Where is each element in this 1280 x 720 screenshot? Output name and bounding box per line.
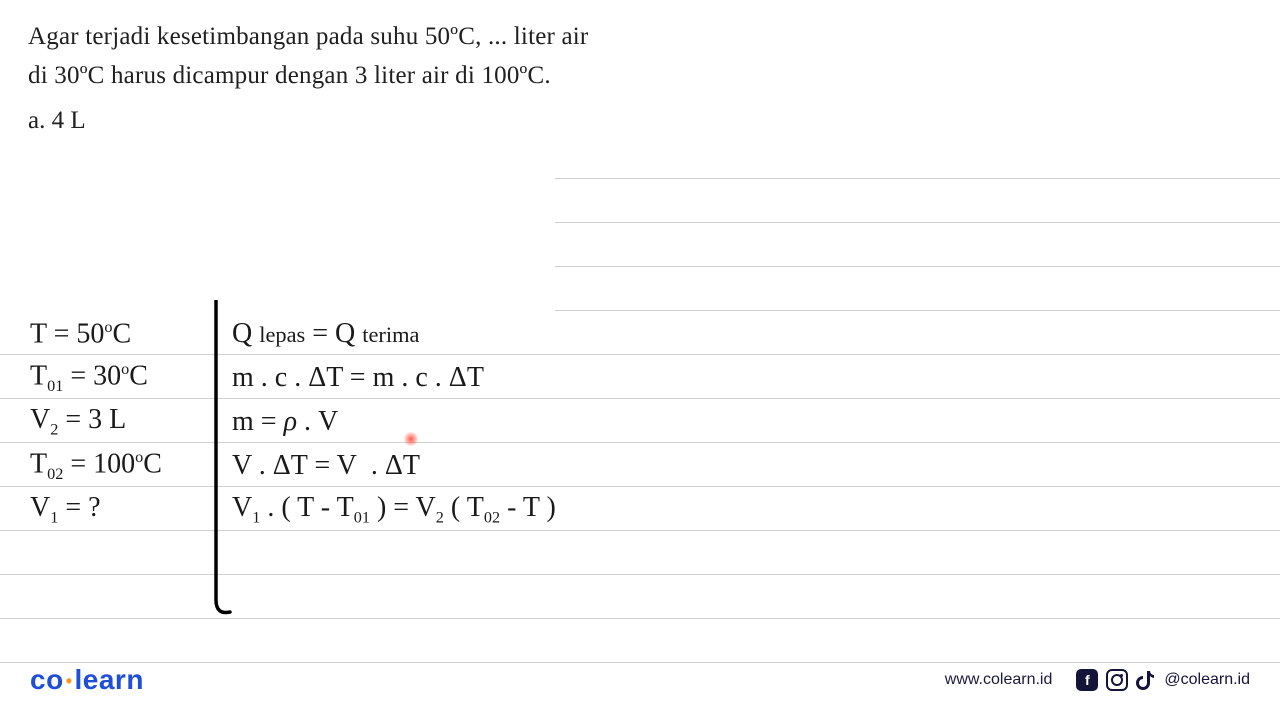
cursor-dot bbox=[404, 432, 418, 446]
ruled-mask bbox=[0, 135, 555, 313]
handwriting-area: T = 50oC Q lepas = Q terima T01 = 30oC m… bbox=[28, 312, 1228, 642]
footer-right: www.colearn.id f @colearn.id bbox=[945, 669, 1250, 691]
footer-bar: co•learn www.colearn.id f @colearn.id bbox=[0, 660, 1280, 700]
hw-row-5: V1 = ? V1 . ( T - T01 ) = V2 ( T02 - T ) bbox=[28, 488, 1228, 532]
hw-row-3: V2 = 3 L m = ρ . V bbox=[28, 400, 1228, 444]
social-handle: @colearn.id bbox=[1164, 671, 1250, 689]
hw-given-T: T = 50oC bbox=[28, 318, 210, 350]
brand-logo: co•learn bbox=[30, 664, 144, 696]
hw-eq-qlepas: Q lepas = Q terima bbox=[210, 318, 419, 350]
hw-row-1: T = 50oC Q lepas = Q terima bbox=[28, 312, 1228, 356]
hw-eq-mass: m = ρ . V bbox=[210, 406, 338, 438]
footer-url: www.colearn.id bbox=[945, 671, 1053, 689]
hw-eq-vdt: V . ΔT = V . ΔT bbox=[210, 450, 420, 482]
logo-co: co bbox=[30, 664, 64, 695]
hw-row-2: T01 = 30oC m . c . ΔT = m . c . ΔT bbox=[28, 356, 1228, 400]
hw-given-T02: T02 = 100oC bbox=[28, 448, 210, 484]
social-group: f @colearn.id bbox=[1076, 669, 1250, 691]
instagram-icon bbox=[1106, 669, 1128, 691]
logo-learn: learn bbox=[75, 664, 144, 695]
hw-row-4: T02 = 100oC V . ΔT = V . ΔT bbox=[28, 444, 1228, 488]
question-line-1: Agar terjadi kesetimbangan pada suhu 50º… bbox=[28, 18, 1252, 57]
tiktok-icon bbox=[1136, 669, 1156, 691]
hw-eq-mcdt: m . c . ΔT = m . c . ΔT bbox=[210, 362, 484, 394]
hw-eq-final: V1 . ( T - T01 ) = V2 ( T02 - T ) bbox=[210, 492, 556, 528]
hw-given-V2: V2 = 3 L bbox=[28, 404, 210, 440]
option-text: 4 L bbox=[52, 107, 86, 134]
question-line-2: di 30ºC harus dicampur dengan 3 liter ai… bbox=[28, 57, 1252, 96]
hw-given-V1: V1 = ? bbox=[28, 492, 210, 528]
hw-given-T01: T01 = 30oC bbox=[28, 360, 210, 396]
logo-dot-icon: • bbox=[66, 671, 73, 691]
page-root: Agar terjadi kesetimbangan pada suhu 50º… bbox=[0, 0, 1280, 720]
facebook-icon: f bbox=[1076, 669, 1098, 691]
option-label: a. bbox=[28, 107, 45, 134]
